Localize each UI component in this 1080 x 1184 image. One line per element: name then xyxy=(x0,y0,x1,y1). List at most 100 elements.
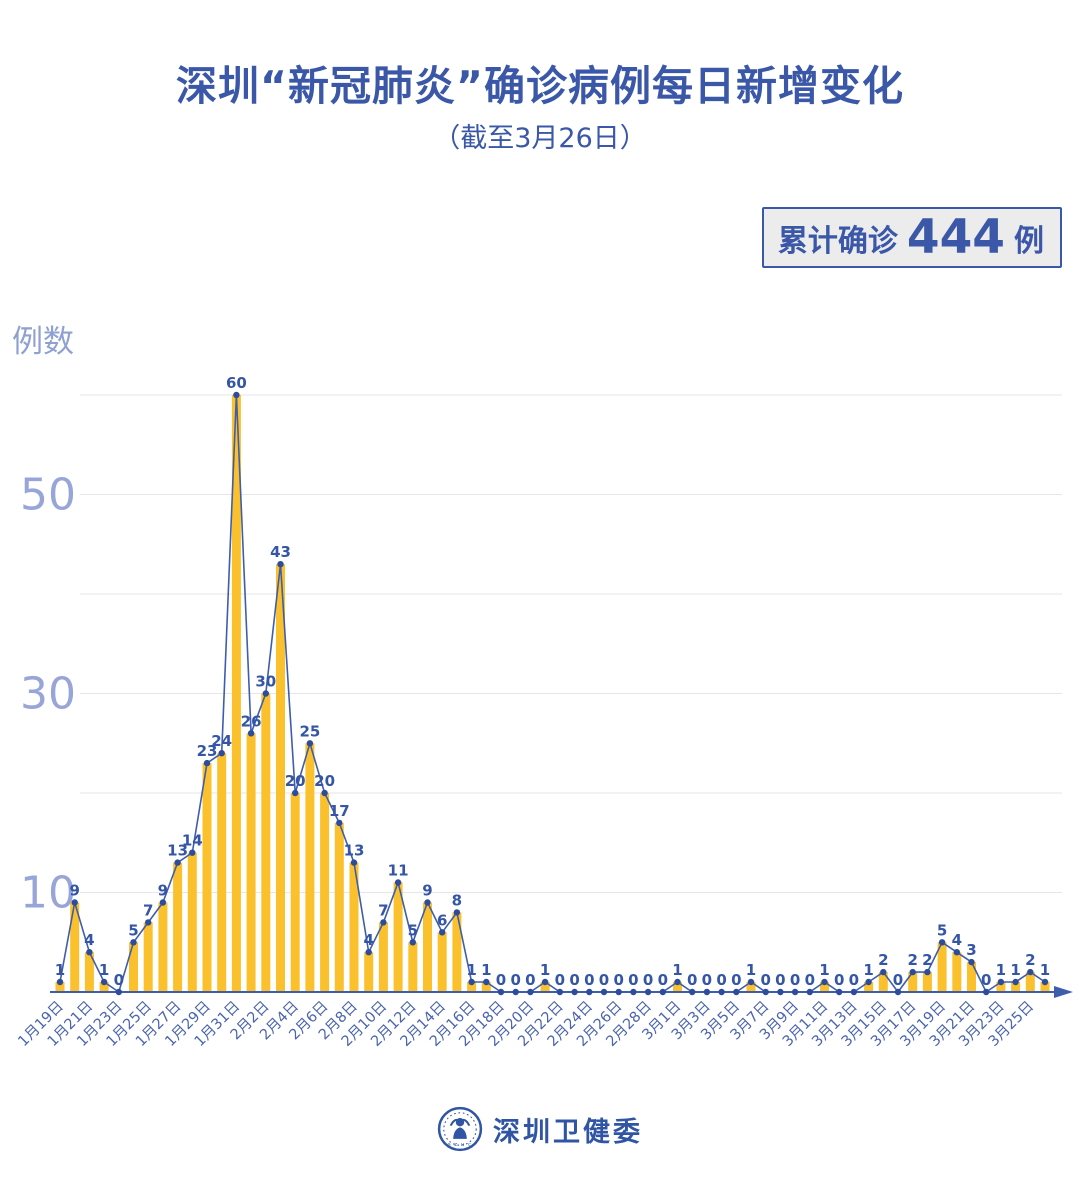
data-point xyxy=(365,949,372,956)
bar xyxy=(129,942,138,993)
value-label: 24 xyxy=(211,732,232,750)
value-label: 0 xyxy=(569,971,579,989)
value-label: 4 xyxy=(363,931,373,949)
bar xyxy=(864,982,874,992)
data-point xyxy=(630,988,637,996)
data-point xyxy=(806,988,813,996)
data-point xyxy=(747,978,755,986)
data-point xyxy=(556,988,564,996)
bar xyxy=(378,922,388,992)
chart-area: 10 30 50 1 9 4 1 0 5 7 9 13 14 23 24 60 26 30 43 20 25 20 17 13… xyxy=(0,295,1080,1085)
value-label: 23 xyxy=(197,742,218,760)
data-point xyxy=(733,988,740,996)
bar xyxy=(540,982,550,992)
value-label: 0 xyxy=(599,971,609,989)
data-point xyxy=(909,968,916,976)
value-label: 1 xyxy=(996,961,1006,979)
value-label: 0 xyxy=(716,971,726,989)
bar xyxy=(996,982,1006,992)
bar xyxy=(231,395,241,992)
data-point xyxy=(233,391,240,399)
data-point xyxy=(541,978,549,986)
value-label: 1 xyxy=(746,961,756,979)
data-point xyxy=(703,988,711,996)
bar xyxy=(922,972,932,992)
data-point xyxy=(762,988,769,996)
bar xyxy=(820,982,829,992)
bar xyxy=(173,862,183,992)
bar xyxy=(673,982,682,992)
bar xyxy=(393,882,403,992)
bar xyxy=(1040,982,1050,992)
data-point xyxy=(615,988,622,996)
value-label: 20 xyxy=(285,772,306,790)
badge-prefix-label: 累计确诊 xyxy=(777,223,898,259)
value-label: 0 xyxy=(981,971,991,989)
data-point xyxy=(850,988,858,996)
data-point xyxy=(1027,968,1034,976)
data-point xyxy=(600,988,608,996)
value-label: 0 xyxy=(702,971,712,989)
bar xyxy=(334,822,344,992)
value-label: 0 xyxy=(114,971,124,989)
data-point xyxy=(953,949,960,956)
value-label: 1 xyxy=(1040,961,1050,979)
bar xyxy=(364,952,374,992)
bar xyxy=(187,852,197,992)
data-point xyxy=(262,690,269,697)
data-point xyxy=(894,988,902,996)
value-label: 1 xyxy=(99,961,109,979)
data-point xyxy=(924,968,931,976)
value-label: 8 xyxy=(452,891,462,909)
value-label: 13 xyxy=(167,842,188,860)
bar xyxy=(1025,972,1035,992)
value-label: 0 xyxy=(760,971,770,989)
data-point xyxy=(1041,978,1049,986)
data-point xyxy=(880,968,887,976)
data-point xyxy=(777,988,784,996)
data-point xyxy=(115,988,123,996)
bar xyxy=(452,912,462,992)
y-axis-tick-label: 50 xyxy=(20,470,76,521)
badge-total-value: 444 xyxy=(906,210,1005,265)
data-point xyxy=(644,988,652,996)
data-point xyxy=(130,939,137,946)
data-point xyxy=(306,740,314,747)
value-label: 0 xyxy=(584,971,594,989)
value-label: 1 xyxy=(672,961,682,979)
data-point xyxy=(350,859,358,866)
bar xyxy=(70,902,80,992)
value-label: 0 xyxy=(775,971,785,989)
data-point xyxy=(409,939,416,946)
svg-text:S Z H C: S Z H C xyxy=(448,1142,472,1148)
data-point xyxy=(468,978,475,986)
value-label: 5 xyxy=(408,921,418,939)
bar xyxy=(305,743,315,993)
data-point xyxy=(571,988,578,996)
value-label: 5 xyxy=(937,921,947,939)
value-label: 0 xyxy=(510,971,520,989)
data-point xyxy=(394,879,402,886)
data-point xyxy=(380,919,387,926)
bar xyxy=(437,932,447,992)
bar xyxy=(217,753,227,992)
data-point xyxy=(292,789,299,797)
value-label: 43 xyxy=(270,543,291,561)
value-label: 2 xyxy=(922,951,932,969)
value-label: 2 xyxy=(1025,951,1035,969)
value-label: 0 xyxy=(687,971,697,989)
bar xyxy=(952,952,962,992)
value-label: 25 xyxy=(299,722,320,740)
data-point xyxy=(689,988,696,996)
value-label: 13 xyxy=(344,842,365,860)
data-point xyxy=(527,988,534,996)
value-label: 0 xyxy=(525,971,535,989)
value-label: 0 xyxy=(893,971,903,989)
data-point xyxy=(218,750,225,757)
value-label: 1 xyxy=(466,961,476,979)
value-label: 7 xyxy=(378,901,388,919)
bar xyxy=(349,862,359,992)
bar xyxy=(1011,982,1021,992)
bar xyxy=(276,564,285,992)
